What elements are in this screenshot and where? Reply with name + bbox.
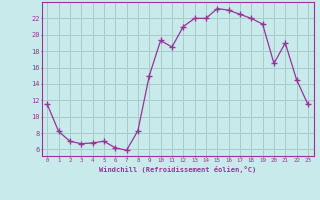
X-axis label: Windchill (Refroidissement éolien,°C): Windchill (Refroidissement éolien,°C) bbox=[99, 166, 256, 173]
